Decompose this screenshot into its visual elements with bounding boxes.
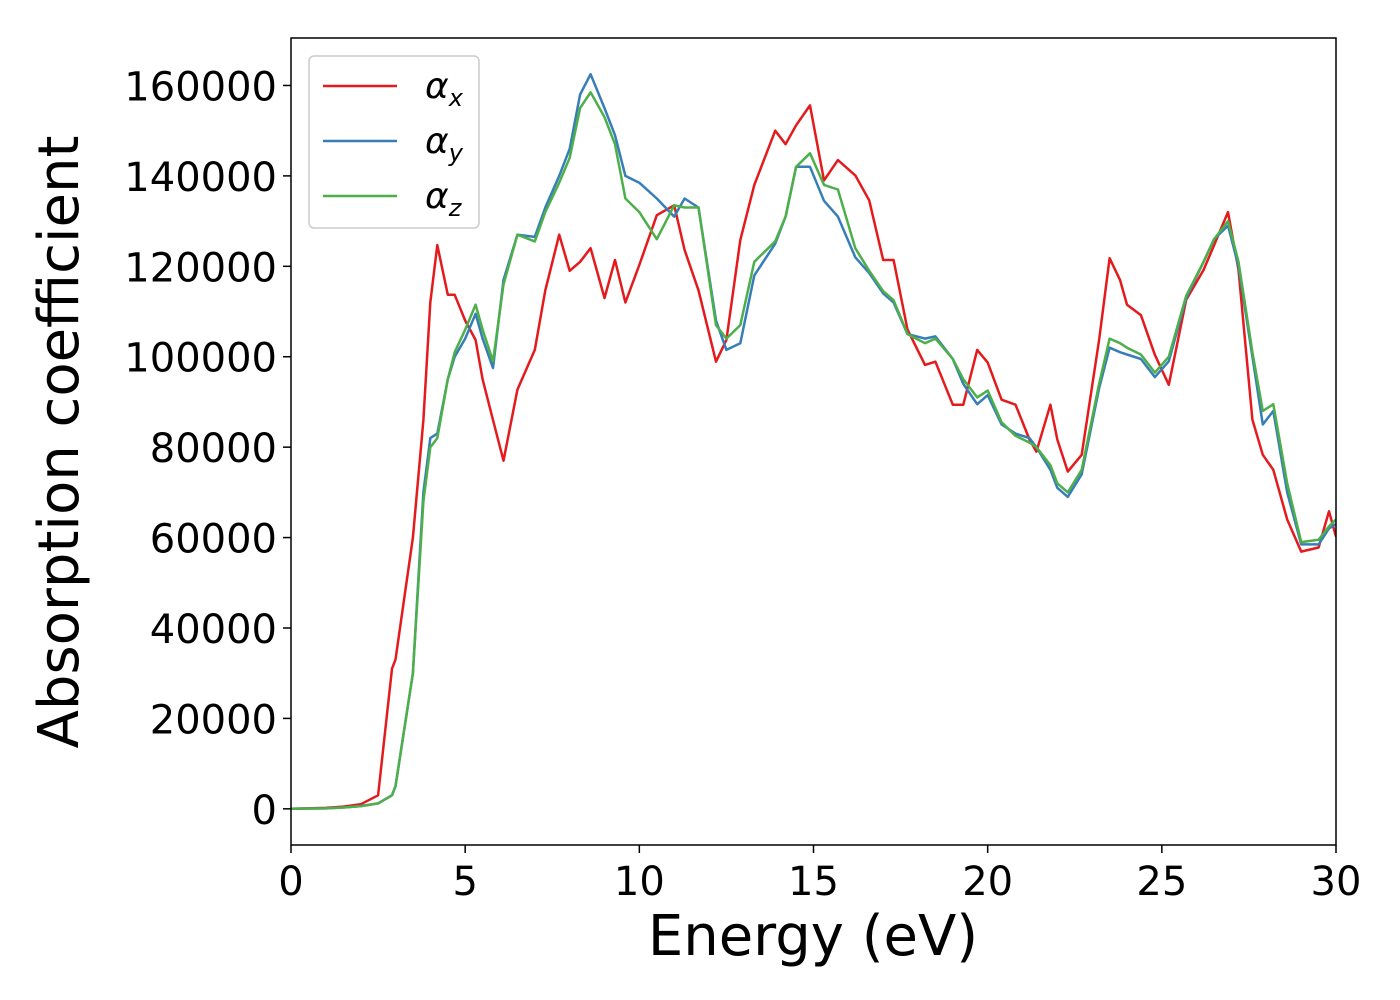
x-tick-label: 25 [1136, 859, 1187, 905]
y-tick-label: 100000 [124, 336, 277, 382]
legend-label: αy [425, 121, 464, 167]
y-tick-label: 60000 [150, 517, 277, 563]
y-tick-label: 160000 [124, 64, 277, 110]
x-tick-label: 30 [1311, 859, 1362, 905]
series-line [291, 91, 1336, 811]
y-tick-label: 80000 [150, 426, 277, 472]
y-axis-label: Absorption coefficient [27, 136, 92, 749]
y-tick-label: 140000 [124, 155, 277, 201]
x-tick-label: 0 [278, 859, 303, 905]
legend-label: αz [425, 176, 463, 222]
y-tick-label: 40000 [150, 607, 277, 653]
x-axis-label: Energy (eV) [648, 904, 978, 969]
legend-label: αx [425, 66, 464, 112]
y-tick-label: 120000 [124, 245, 277, 291]
y-tick-label: 0 [252, 788, 277, 834]
x-tick-label: 10 [614, 859, 665, 905]
series-line [291, 72, 1336, 811]
plot-frame [290, 37, 1337, 846]
x-tick-label: 20 [962, 859, 1013, 905]
y-tick-label: 20000 [150, 697, 277, 743]
x-tick-label: 15 [788, 859, 839, 905]
x-tick-label: 5 [452, 859, 477, 905]
